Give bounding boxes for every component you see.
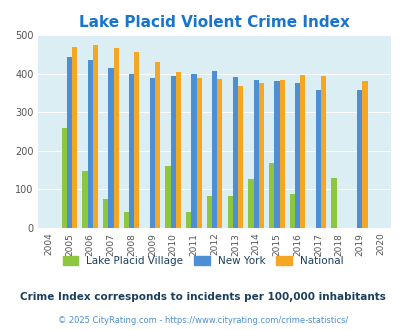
- Bar: [175, 72, 181, 228]
- Bar: [196, 79, 201, 228]
- Bar: [356, 90, 362, 228]
- Bar: [269, 163, 274, 228]
- Bar: [155, 61, 160, 228]
- Bar: [108, 68, 113, 228]
- Bar: [93, 45, 98, 228]
- Bar: [165, 166, 170, 228]
- Bar: [258, 83, 263, 228]
- Bar: [232, 77, 237, 228]
- Text: © 2025 CityRating.com - https://www.cityrating.com/crime-statistics/: © 2025 CityRating.com - https://www.city…: [58, 315, 347, 325]
- Bar: [170, 76, 175, 228]
- Bar: [62, 128, 67, 228]
- Bar: [294, 83, 300, 228]
- Bar: [186, 212, 191, 228]
- Bar: [362, 81, 367, 228]
- Bar: [207, 196, 211, 228]
- Bar: [82, 171, 87, 228]
- Bar: [289, 194, 294, 228]
- Bar: [253, 80, 258, 228]
- Bar: [217, 79, 222, 228]
- Bar: [248, 179, 253, 228]
- Bar: [315, 90, 320, 228]
- Bar: [103, 199, 108, 228]
- Bar: [330, 178, 336, 228]
- Bar: [274, 81, 279, 228]
- Bar: [191, 74, 196, 228]
- Bar: [300, 75, 305, 228]
- Text: Crime Index corresponds to incidents per 100,000 inhabitants: Crime Index corresponds to incidents per…: [20, 292, 385, 302]
- Bar: [87, 60, 93, 228]
- Bar: [113, 48, 118, 228]
- Bar: [124, 213, 129, 228]
- Bar: [320, 76, 325, 228]
- Bar: [279, 81, 284, 228]
- Bar: [67, 56, 72, 228]
- Bar: [72, 47, 77, 228]
- Bar: [129, 74, 134, 228]
- Bar: [211, 71, 217, 228]
- Title: Lake Placid Violent Crime Index: Lake Placid Violent Crime Index: [79, 15, 349, 30]
- Bar: [149, 79, 155, 228]
- Legend: Lake Placid Village, New York, National: Lake Placid Village, New York, National: [58, 252, 347, 270]
- Bar: [227, 196, 232, 228]
- Bar: [237, 86, 243, 228]
- Bar: [134, 52, 139, 228]
